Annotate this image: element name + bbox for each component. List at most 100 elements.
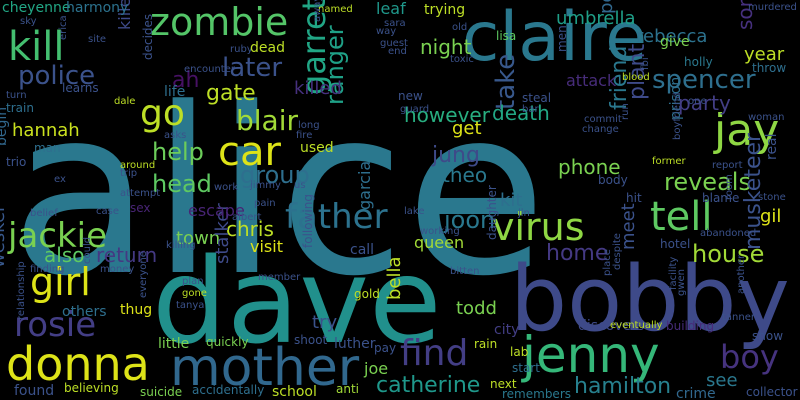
word-however: however	[404, 103, 491, 127]
word-hamilton: hamilton	[574, 374, 671, 399]
word-killer: killer	[115, 0, 134, 30]
word-sky: sky	[20, 16, 37, 27]
word-quickly: quickly	[206, 335, 249, 349]
word-get: get	[452, 118, 482, 139]
word-pain: pain	[254, 198, 276, 209]
word-old: old	[452, 22, 467, 33]
word-house: house	[692, 240, 764, 268]
word-learns: learns	[62, 81, 99, 95]
word-lake: lake	[404, 206, 425, 217]
word-gil: gil	[760, 206, 781, 227]
word-life: life	[164, 84, 185, 100]
word-case: case	[96, 206, 119, 217]
word-gate: gate	[206, 81, 256, 106]
word-way: way	[376, 26, 396, 37]
word-another: another	[736, 254, 747, 294]
word-umbrella: umbrella	[556, 8, 635, 29]
word-building: building	[666, 319, 714, 333]
word-help: help	[152, 138, 204, 166]
word-shoot: shoot	[294, 333, 328, 347]
word-queen: queen	[414, 233, 464, 252]
word-gone: gone	[182, 288, 207, 299]
word-start: start	[512, 361, 540, 375]
word-turn: turn	[6, 90, 27, 101]
word-collector: collector	[746, 385, 798, 399]
word-jin: jin	[517, 208, 530, 219]
word-following: following	[301, 194, 315, 248]
word-named: named	[318, 4, 353, 15]
word-city: city	[494, 322, 519, 338]
word-bobby: bobby	[510, 247, 790, 352]
word-also: also	[44, 243, 84, 267]
word-jimmy: jimmy	[249, 180, 281, 191]
word-guard: guard	[400, 104, 429, 115]
word-ruby: ruby	[230, 44, 253, 55]
word-plan: plan	[182, 276, 204, 287]
word-theo: theo	[442, 163, 487, 187]
word-jackie: jackie	[7, 216, 107, 256]
word-zombie: zombie	[150, 0, 288, 44]
word-catherine: catherine	[376, 373, 480, 398]
word-father: father	[285, 197, 388, 237]
word-could: could	[82, 237, 93, 264]
word-home: home	[546, 241, 608, 266]
word-belief: belief	[30, 208, 58, 219]
word-discovers: discovers	[578, 318, 644, 334]
word-prison: prison	[668, 77, 684, 120]
word-leaf: leaf	[376, 0, 406, 18]
word-school: school	[272, 384, 317, 400]
word-sex: sex	[130, 201, 151, 215]
word-men: men	[555, 25, 569, 52]
word-believing: believing	[64, 381, 119, 395]
word-decides: decides	[141, 14, 155, 60]
word-albert: albert	[232, 212, 262, 223]
word-around: around	[120, 160, 155, 171]
word-trio: trio	[6, 155, 26, 169]
word-erica: erica	[58, 15, 69, 40]
word-mother: mother	[170, 338, 360, 398]
word-joon: joon	[443, 206, 495, 234]
word-crime: crime	[676, 386, 716, 400]
word-attack: attack	[566, 71, 617, 90]
word-killing: killing	[166, 240, 196, 251]
word-boy: boy	[720, 338, 779, 376]
word-ranger: ranger	[321, 25, 349, 105]
word-asks: asks	[164, 130, 186, 141]
word-daughter: daughter	[485, 185, 499, 240]
word-rain: rain	[474, 337, 497, 351]
word-boyfriend: boyfriend	[672, 92, 683, 140]
word-girl: girl	[30, 260, 91, 304]
word-car: car	[218, 129, 282, 175]
word-trying: trying	[424, 2, 465, 18]
word-thug: thug	[120, 302, 152, 318]
word-visit: visit	[250, 237, 283, 256]
word-stalker: stalker	[212, 203, 233, 264]
word-death: death	[492, 101, 550, 125]
word-town: town	[176, 228, 220, 249]
word-run: run	[620, 103, 631, 120]
word-murdered: murdered	[748, 2, 797, 13]
word-fbi: fbi	[640, 57, 651, 70]
word-little: little	[158, 336, 189, 352]
word-see: see	[706, 370, 738, 391]
word-claire: claire	[462, 0, 647, 77]
word-hannah: hannah	[12, 120, 80, 141]
word-anti: anti	[336, 382, 359, 396]
word-todd: todd	[456, 298, 497, 319]
word-joe: joe	[363, 359, 388, 378]
word-bella: bella	[384, 256, 405, 300]
word-us: us	[294, 180, 306, 191]
word-gwen: gwen	[676, 269, 687, 296]
word-rosie: rosie	[14, 305, 96, 345]
word-report: report	[712, 160, 743, 171]
word-sara: sara	[384, 18, 406, 29]
word-pay: pay	[374, 341, 396, 355]
word-away: away	[312, 0, 323, 22]
word-lab: lab	[510, 345, 528, 359]
word-go: go	[140, 93, 185, 134]
word-commit: commit	[584, 114, 622, 125]
word-guest: guest	[380, 38, 408, 49]
word-money: money	[100, 264, 134, 275]
